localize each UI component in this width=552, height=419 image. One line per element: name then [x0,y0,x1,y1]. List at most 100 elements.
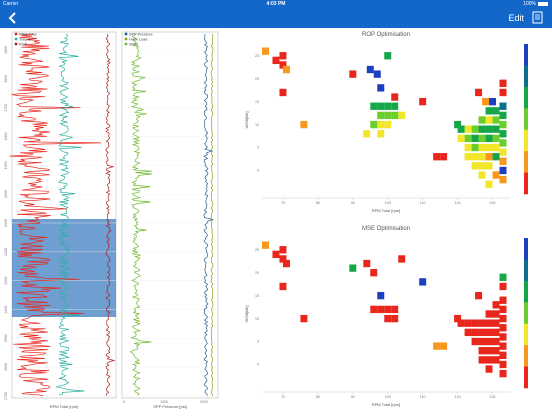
depth-label: 2600 [4,363,8,371]
heatmap-cell [464,328,472,337]
heatmap-cell [471,134,479,143]
legend-label: Hook Load [129,37,147,41]
status-bar: Carrier 4:03 PM 100% [0,0,552,8]
back-button[interactable] [6,10,20,26]
heatmap-cell [440,153,448,161]
heatmap-cell [492,134,500,143]
heatmap-cell [398,255,406,263]
depth-label: 1800 [4,133,8,141]
heatmap-cell [499,296,507,304]
heatmap-cell [492,337,500,346]
heatmap-cell [492,153,500,161]
battery-percent: 100% [523,1,536,7]
heatmap-cell [279,246,287,254]
heatmap-cell [377,102,385,110]
y-tick-label: 10 [255,317,259,321]
heatmap-cell [471,162,479,170]
heatmap-cell [363,130,371,138]
document-icon [532,11,543,24]
edit-button[interactable]: Edit [508,13,524,23]
heatmap-cell [391,111,399,120]
clock: 4:03 PM [266,1,286,7]
heatmap-cell [499,314,507,323]
colorbar-segment [524,323,528,346]
x-tick-label: 100 [385,395,391,399]
x-tick-label: 90 [351,201,355,205]
heatmap-cell [464,134,472,143]
x-tick-label: 80 [316,201,320,205]
heatmap-cell [478,116,486,124]
heatmap-cell [384,111,392,120]
x-tick-label: 100 [385,201,391,205]
x-axis-label: RPM Total [rpm] [372,402,401,407]
heatmap-cell [478,153,486,161]
heatmap-cell [485,116,493,124]
track-2-xtick: 1000 [160,400,168,404]
heatmap-cell [370,269,378,277]
heatmap-cell [279,282,287,291]
rpm-total-trace [9,33,102,397]
heatmap-cell [492,143,500,152]
heatmap-cell [499,157,507,165]
colorbar-segment [524,172,528,195]
heatmap-cell [282,65,290,74]
heatmap-cell [492,347,500,355]
depth-label: 2300 [4,277,8,285]
heatmap-cell [499,333,507,341]
heatmap-cell [370,102,378,110]
rop-optimisation-chart: ROP Optimisation 70 80 90 100 110 120 130 0 5 10 15… [244,32,528,213]
heatmap-cell [485,107,493,115]
depth-label: 2200 [4,248,8,256]
heatmap-cell [377,111,385,120]
selected-depth-range[interactable] [12,219,116,317]
depth-label: 1900 [4,161,8,169]
heatmap-cell [471,328,479,337]
heatmap-cell [478,134,486,143]
colorbar-segment [524,366,528,389]
wob-trace [129,33,153,396]
heatmap-cell [349,264,357,272]
heatmap-cell [492,301,500,309]
chevron-left-icon [8,12,16,24]
depth-label: 1600 [4,75,8,83]
legend-label: RPM Total [19,32,37,36]
heatmap-cell [471,337,479,346]
heatmap-cell [471,143,479,152]
heatmap-cell [464,143,472,152]
rop-trace [105,33,116,396]
heatmap-cell [485,337,493,346]
x-tick-label: 80 [316,395,320,399]
colorbar-segment [524,44,528,66]
heatmap-cell [282,259,290,268]
heatmap-cell [492,125,500,133]
heatmap-cell [478,319,486,327]
legend-marker [124,32,128,36]
heatmap-cell [478,356,486,364]
heatmap-cell [499,88,507,97]
colorbar-segment [524,151,528,173]
x-tick-label: 120 [455,395,461,399]
heatmap-cell [384,102,392,110]
y-tick-label: 25 [255,54,259,58]
heatmap-cell [457,319,465,327]
heatmap-cell [499,166,507,175]
heatmap-cell [499,369,507,378]
heatmap-cell [489,97,497,106]
heatmap-cell [391,314,399,323]
heatmap-cell [475,291,483,300]
heatmap-cell [279,255,287,263]
heatmap-cell [262,47,269,55]
heatmap-cell [464,153,472,161]
track-2-frame [121,31,219,399]
heatmap-cell [478,347,486,355]
heatmap-cell [272,250,280,259]
log-tracks[interactable]: 1500 1600 1700 1800 1900 2000 2100 2200 2300 2400… [0,28,230,414]
heatmap-cell [485,310,493,318]
heatmap-cell [499,324,507,332]
heatmap-cell [478,337,486,346]
heatmap-cell [485,180,493,188]
document-button[interactable] [532,11,544,25]
heatmap-cell [363,259,371,268]
heatmap-cell [272,56,280,65]
heatmap-cell [485,143,493,152]
